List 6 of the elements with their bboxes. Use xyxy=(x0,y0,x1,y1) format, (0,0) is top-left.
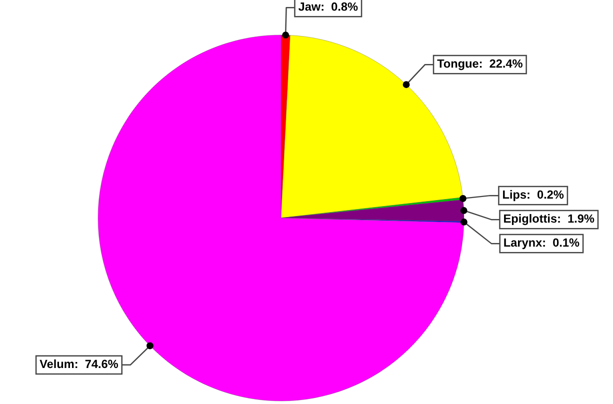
slice-label: Lips: 0.2% xyxy=(503,190,564,202)
slice-label: Jaw: 0.8% xyxy=(298,2,358,11)
slice-label: Epiglottis: 1.9% xyxy=(504,214,594,226)
slice-label: Velum: 74.6% xyxy=(40,359,118,368)
slice-label: Larynx: 0.1% xyxy=(504,238,580,250)
slice-label: Tongue: 22.4% xyxy=(437,59,522,70)
